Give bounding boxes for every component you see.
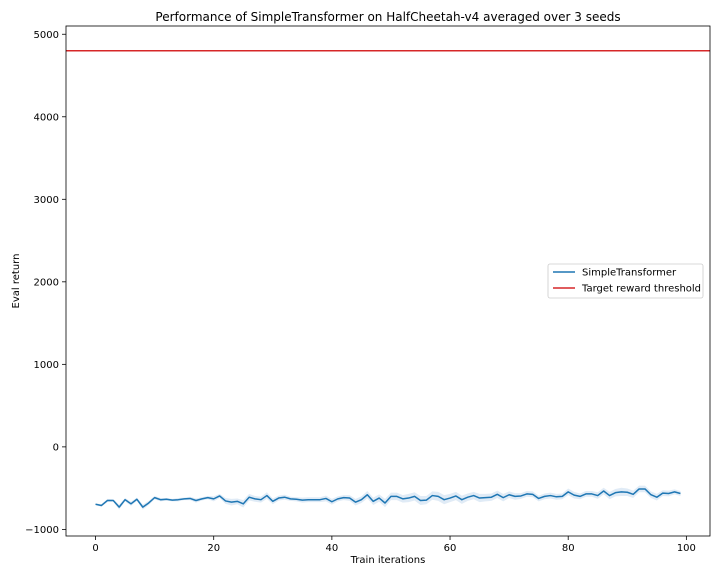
axis-ticks: 0 20 40 60 80 100 −1000 0 1000 2000 3000 4000 5000	[25, 30, 696, 554]
y-tick-label: 5000	[34, 30, 59, 41]
x-axis-label: Train iterations	[350, 555, 426, 566]
y-axis-label: Eval return	[11, 254, 22, 309]
y-tick-label: 0	[53, 442, 59, 453]
y-tick-label: 1000	[34, 360, 59, 371]
x-tick-label: 20	[207, 543, 220, 554]
x-tick-label: 60	[444, 543, 457, 554]
x-tick-label: 100	[677, 543, 696, 554]
chart-title: Performance of SimpleTransformer on Half…	[155, 10, 620, 24]
y-tick-label: −1000	[25, 525, 59, 536]
plot-frame	[65, 25, 711, 537]
y-tick-label: 3000	[34, 195, 59, 206]
x-tick-label: 40	[326, 543, 339, 554]
legend-box	[547, 263, 704, 299]
x-tick-label: 80	[562, 543, 575, 554]
legend-label-simpletransformer: SimpleTransformer	[582, 268, 677, 279]
line-simpletransformer	[95, 488, 681, 508]
x-tick-label: 0	[92, 543, 98, 554]
legend-label-target-threshold: Target reward threshold	[581, 284, 701, 295]
legend: SimpleTransformer Target reward threshol…	[547, 263, 704, 299]
series-lines	[66, 50, 710, 508]
y-tick-label: 4000	[34, 112, 59, 123]
y-tick-label: 2000	[34, 277, 59, 288]
